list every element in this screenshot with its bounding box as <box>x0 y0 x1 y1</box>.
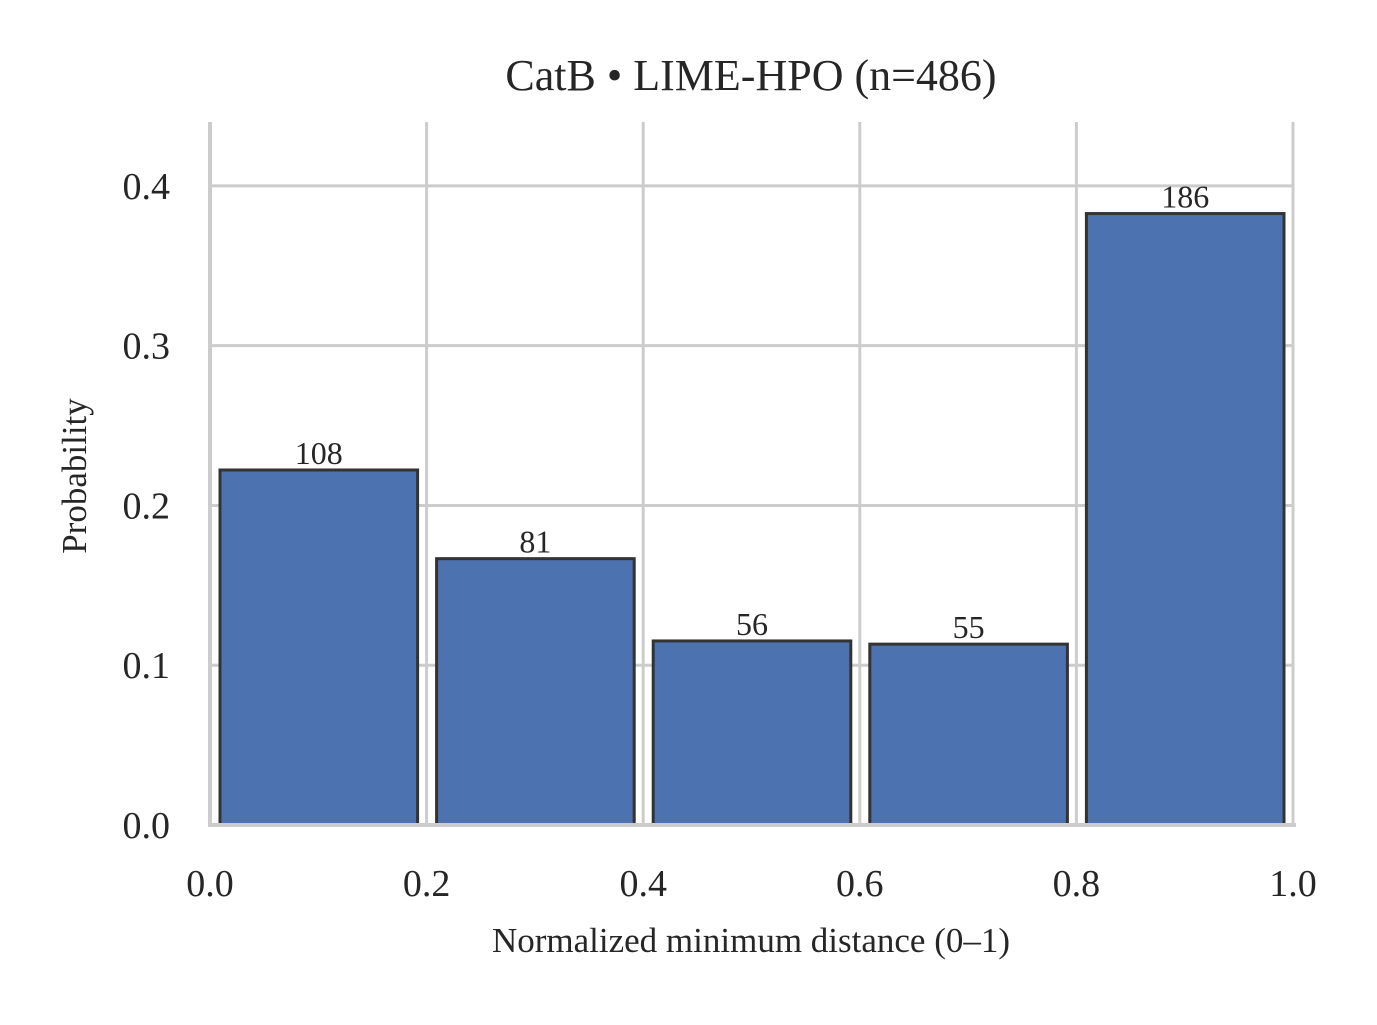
histogram-bar <box>1084 212 1286 827</box>
axes-layer <box>208 122 1296 827</box>
y-tick-label: 0.0 <box>123 805 171 847</box>
histogram-bar <box>435 557 636 827</box>
bar-count-label: 108 <box>295 435 343 471</box>
y-tick-label: 0.3 <box>123 326 171 368</box>
histogram-bar <box>651 639 853 827</box>
labels-layer: 0.0 0.2 0.4 0.6 0.8 1.0 0.0 0.1 0.2 0.3 0.4 108 81 56… <box>123 166 1317 905</box>
x-tick-label: 0.8 <box>1053 863 1101 905</box>
x-axis-label: Normalized minimum distance (0–1) <box>492 921 1010 960</box>
histogram-bar <box>218 468 420 827</box>
x-tick-label: 0.0 <box>186 863 234 905</box>
bar-count-label: 55 <box>953 609 985 645</box>
bars-layer <box>218 212 1286 827</box>
bar-count-label: 81 <box>519 524 551 560</box>
chart-title: CatB • LIME-HPO (n=486) <box>505 51 996 100</box>
histogram-bar <box>868 642 1069 827</box>
y-tick-label: 0.2 <box>123 485 171 527</box>
y-axis-label: Probability <box>55 398 94 554</box>
bar-count-label: 56 <box>736 606 768 642</box>
y-tick-label: 0.1 <box>123 645 171 687</box>
x-tick-label: 0.2 <box>403 863 451 905</box>
y-tick-label: 0.4 <box>123 166 171 208</box>
x-tick-label: 0.4 <box>619 863 667 905</box>
bar-count-label: 186 <box>1161 179 1209 215</box>
x-tick-label: 0.6 <box>836 863 884 905</box>
x-tick-label: 1.0 <box>1269 863 1317 905</box>
